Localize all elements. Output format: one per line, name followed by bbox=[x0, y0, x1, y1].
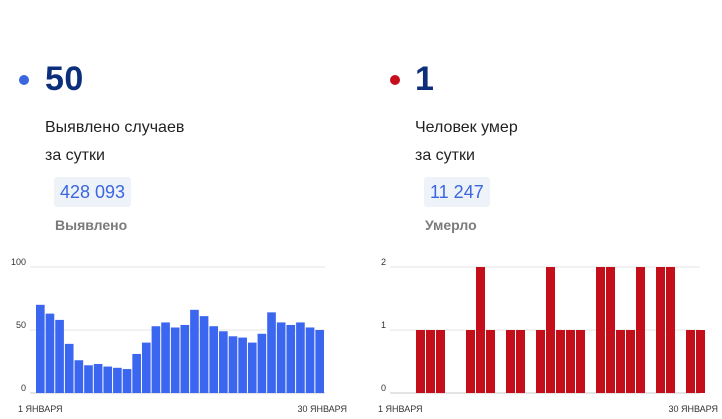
cases-chart-bar bbox=[161, 322, 170, 393]
deaths-chart-bar bbox=[416, 330, 425, 393]
deaths-chart-ytick-label: 2 bbox=[381, 257, 386, 267]
cases-chart-bar bbox=[199, 316, 209, 393]
cases-chart-bar bbox=[305, 327, 315, 393]
cases-chart-bar bbox=[74, 360, 84, 393]
cases-chart-bar bbox=[238, 337, 247, 393]
cases-panel: 50 Выявлено случаев за сутки 428 093 Выя… bbox=[11, 60, 347, 414]
cases-chart-bar bbox=[45, 313, 55, 393]
deaths-chart-ytick-label: 1 bbox=[381, 320, 386, 330]
deaths-chart-x-end-label: 30 ЯНВАРЯ bbox=[668, 404, 718, 414]
cases-chart-bar bbox=[276, 322, 286, 393]
cases-chart-x-start-label: 1 ЯНВАРЯ bbox=[18, 404, 63, 414]
cases-chart-bar bbox=[141, 342, 151, 393]
deaths-chart-bar bbox=[636, 267, 645, 393]
cases-chart-bar bbox=[247, 342, 257, 393]
cases-chart-bar bbox=[113, 367, 122, 393]
deaths-chart-bar bbox=[576, 330, 585, 393]
cases-description: Выявлено случаев за сутки bbox=[45, 114, 184, 170]
cases-chart-bar bbox=[190, 309, 199, 393]
cases-description-line1: Выявлено случаев bbox=[45, 119, 185, 136]
deaths-chart-bar bbox=[566, 330, 575, 393]
deaths-chart-bar bbox=[486, 330, 495, 393]
deaths-chart-bar bbox=[596, 267, 605, 393]
deaths-chart-x-start-label: 1 ЯНВАРЯ bbox=[378, 404, 423, 414]
deaths-chart-bar bbox=[516, 330, 525, 393]
cases-chart-bar bbox=[36, 304, 45, 393]
cases-chart-bar bbox=[267, 312, 276, 393]
cases-chart-ytick-label: 0 bbox=[21, 383, 26, 393]
deaths-chart-bar bbox=[436, 330, 445, 393]
cases-dot-icon bbox=[19, 75, 29, 85]
deaths-number: 1 bbox=[415, 60, 435, 98]
cases-chart-ytick-label: 50 bbox=[16, 320, 26, 330]
deaths-description-line2: за сутки bbox=[415, 147, 475, 164]
cases-chart-bar bbox=[132, 353, 141, 393]
cases-total-label: Выявлено bbox=[55, 217, 128, 233]
cases-chart-bar bbox=[228, 336, 238, 393]
cases-chart-bar bbox=[122, 369, 132, 393]
deaths-chart-bar bbox=[426, 330, 435, 393]
cases-chart-ytick-label: 100 bbox=[11, 257, 26, 267]
deaths-chart-bar bbox=[556, 330, 565, 393]
cases-chart-bar bbox=[151, 326, 161, 393]
deaths-chart-bar bbox=[476, 267, 485, 393]
deaths-total-label: Умерло bbox=[425, 217, 477, 233]
cases-chart-bar bbox=[219, 331, 228, 393]
deaths-chart-ytick-label: 0 bbox=[381, 383, 386, 393]
cases-chart-bar bbox=[209, 326, 219, 393]
deaths-chart-bar bbox=[666, 267, 675, 393]
cases-chart-bar bbox=[296, 322, 305, 393]
deaths-description-line1: Человек умер bbox=[415, 119, 518, 136]
deaths-chart-bar bbox=[616, 330, 625, 393]
deaths-panel: 1 Человек умер за сутки 11 247 Умерло 0 1… bbox=[370, 0, 722, 419]
cases-number: 50 bbox=[45, 60, 84, 98]
deaths-chart-bar bbox=[656, 267, 665, 393]
deaths-chart-bar bbox=[466, 330, 475, 393]
cases-chart-bar bbox=[103, 366, 113, 393]
deaths-chart-bar bbox=[686, 330, 695, 393]
cases-chart-bar bbox=[315, 330, 324, 393]
cases-chart-bar bbox=[257, 333, 267, 393]
deaths-chart-bar bbox=[626, 330, 635, 393]
cases-description-line2: за сутки bbox=[45, 147, 105, 164]
deaths-dot-icon bbox=[390, 75, 400, 85]
deaths-chart-bar bbox=[546, 267, 555, 393]
cases-chart-bar bbox=[84, 365, 93, 393]
cases-chart-x-end-label: 30 ЯНВАРЯ bbox=[297, 404, 347, 414]
cases-chart-bar bbox=[64, 343, 74, 393]
deaths-chart: 0 1 2 1 ЯНВАРЯ 30 ЯНВАРЯ bbox=[378, 257, 718, 414]
cases-chart: 0 50 100 1 ЯНВАРЯ 30 ЯНВАРЯ bbox=[11, 257, 347, 414]
deaths-chart-bar bbox=[696, 330, 705, 393]
deaths-total-badge: 11 247 bbox=[424, 177, 490, 207]
cases-chart-bar bbox=[55, 319, 64, 393]
cases-chart-bar bbox=[170, 327, 180, 393]
deaths-chart-bar bbox=[606, 267, 615, 393]
cases-chart-bar bbox=[180, 324, 190, 393]
deaths-chart-bar bbox=[536, 330, 545, 393]
deaths-description: Человек умер за сутки bbox=[415, 114, 518, 170]
cases-chart-bar bbox=[286, 324, 296, 393]
cases-chart-bar bbox=[93, 364, 103, 393]
cases-total-badge: 428 093 bbox=[54, 177, 132, 207]
deaths-chart-bar bbox=[506, 330, 515, 393]
